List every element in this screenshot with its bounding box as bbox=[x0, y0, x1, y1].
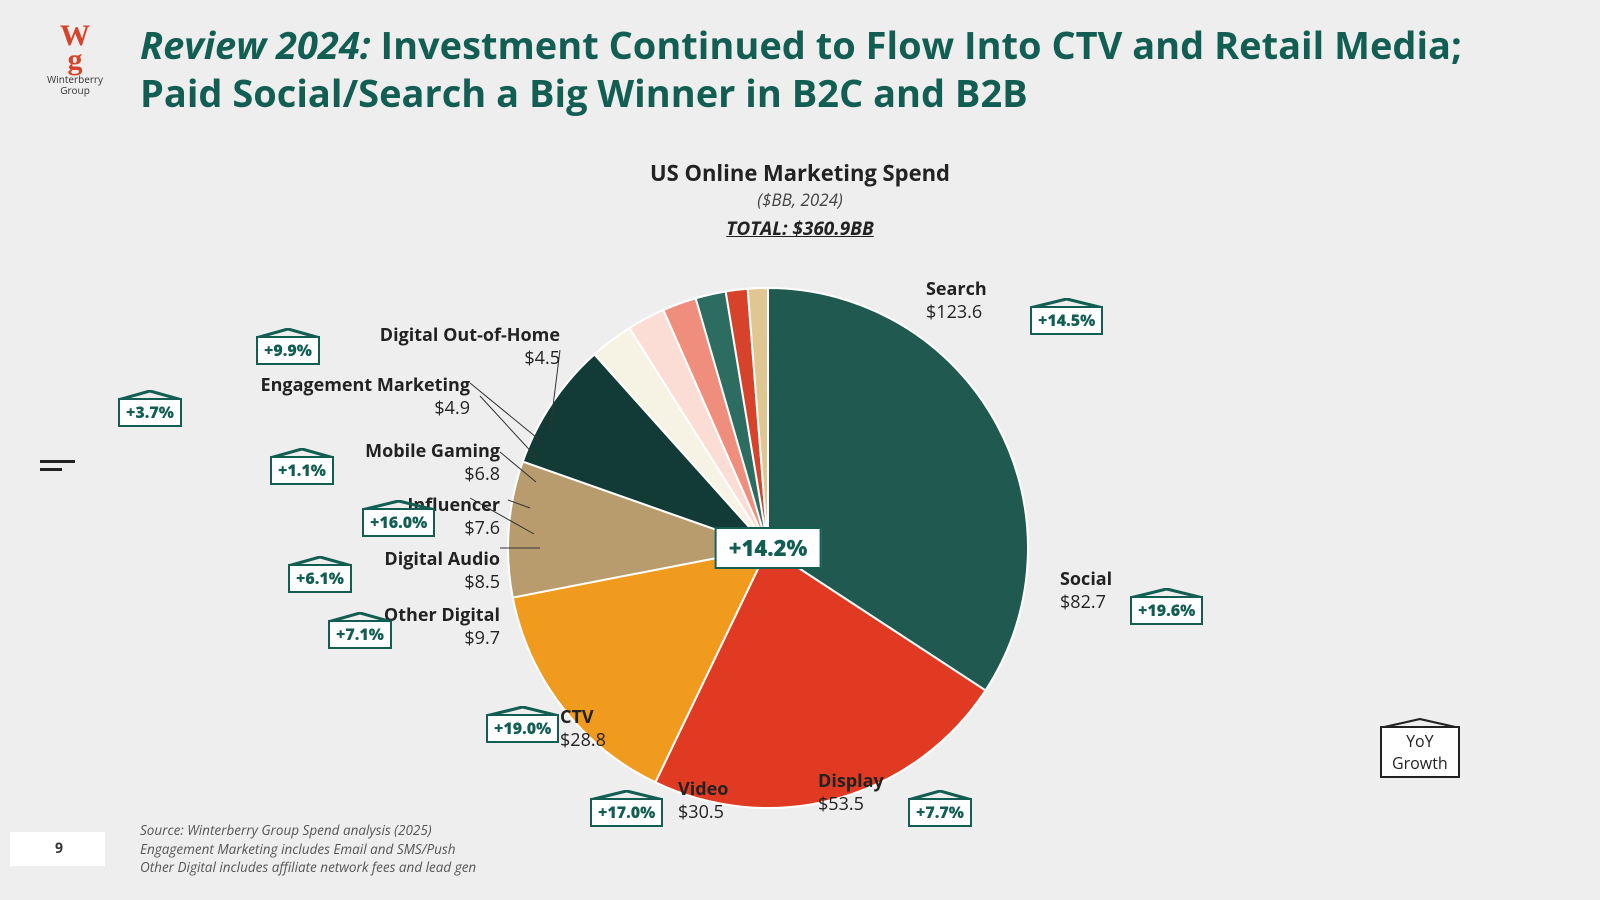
footnote-line: Other Digital includes affiliate network… bbox=[140, 858, 476, 876]
yoy-value: +9.9% bbox=[256, 336, 320, 365]
yoy-badge: +6.1% bbox=[288, 556, 352, 593]
leader-line bbox=[470, 498, 534, 534]
pie-svg bbox=[0, 0, 1600, 900]
logo: W g Winterberry Group bbox=[40, 24, 110, 96]
yoy-value: +7.7% bbox=[908, 798, 972, 827]
slide: W g Winterberry Group Review 2024: Inves… bbox=[0, 0, 1600, 900]
page-number: 9 bbox=[55, 839, 63, 858]
yoy-value: +7.1% bbox=[328, 620, 392, 649]
yoy-badge: +14.5% bbox=[1030, 298, 1103, 335]
pie-slice bbox=[508, 462, 768, 598]
yoy-badge: +17.0% bbox=[590, 790, 663, 827]
slice-label: Mobile Gaming$6.8 bbox=[365, 440, 500, 485]
slice-label: Engagement Marketing$4.9 bbox=[260, 374, 470, 419]
pie-slice bbox=[523, 354, 768, 548]
slice-label: Influencer$7.6 bbox=[407, 494, 500, 539]
footnote-line: Source: Winterberry Group Spend analysis… bbox=[140, 821, 476, 839]
slide-title: Review 2024: Investment Continued to Flo… bbox=[140, 22, 1540, 117]
center-growth-badge: +14.2% bbox=[715, 527, 822, 569]
slice-value: $123.6 bbox=[926, 301, 987, 324]
footnote-line: Engagement Marketing includes Email and … bbox=[140, 840, 476, 858]
pie-slice bbox=[594, 328, 768, 548]
slice-name: Digital Out-of-Home bbox=[380, 324, 560, 347]
pie-slice bbox=[768, 288, 1028, 690]
chart-title: US Online Marketing Spend bbox=[0, 158, 1600, 188]
yoy-badge: +9.9% bbox=[256, 328, 320, 365]
slice-label: Video$30.5 bbox=[678, 778, 728, 823]
leader-line bbox=[480, 396, 537, 458]
pie-slice bbox=[726, 289, 768, 548]
slice-name: Digital Audio bbox=[384, 548, 500, 571]
yoy-badge: +19.6% bbox=[1130, 588, 1203, 625]
chart-subtitle: ($BB, 2024) bbox=[0, 188, 1600, 211]
yoy-legend-label: YoYGrowth bbox=[1380, 726, 1460, 778]
yoy-badge: +7.1% bbox=[328, 612, 392, 649]
slice-name: Social bbox=[1060, 568, 1112, 591]
slice-name: Search bbox=[926, 278, 987, 301]
footnotes: Source: Winterberry Group Spend analysis… bbox=[140, 821, 476, 876]
slice-name: Engagement Marketing bbox=[260, 374, 470, 397]
slice-value: $4.5 bbox=[380, 347, 560, 370]
yoy-badge: +3.7% bbox=[118, 390, 182, 427]
yoy-legend: YoYGrowth bbox=[1380, 718, 1460, 778]
slice-label: CTV$28.8 bbox=[560, 706, 606, 751]
yoy-value: +16.0% bbox=[362, 508, 435, 537]
side-marks-icon bbox=[40, 460, 80, 474]
yoy-value: +14.5% bbox=[1030, 306, 1103, 335]
slice-value: $53.5 bbox=[818, 793, 884, 816]
slice-name: Video bbox=[678, 778, 728, 801]
slice-name: Other Digital bbox=[384, 604, 500, 627]
leader-line bbox=[500, 452, 536, 482]
slice-value: $6.8 bbox=[365, 463, 500, 486]
slice-value: $4.9 bbox=[260, 397, 470, 420]
chart-header: US Online Marketing Spend ($BB, 2024) TO… bbox=[0, 158, 1600, 241]
yoy-value: +17.0% bbox=[590, 798, 663, 827]
pie-slice bbox=[748, 288, 768, 548]
pie-slice bbox=[655, 548, 985, 808]
yoy-value: +3.7% bbox=[118, 398, 182, 427]
slice-label: Digital Audio$8.5 bbox=[384, 548, 500, 593]
slice-value: $82.7 bbox=[1060, 591, 1112, 614]
slice-name: Display bbox=[818, 770, 884, 793]
chart-total: TOTAL: $360.9BB bbox=[0, 215, 1600, 241]
slice-name: CTV bbox=[560, 706, 606, 729]
slice-label: Social$82.7 bbox=[1060, 568, 1112, 613]
yoy-badge: +1.1% bbox=[270, 448, 334, 485]
title-prefix: Review 2024: bbox=[140, 19, 371, 71]
pie-slice bbox=[513, 548, 768, 782]
pie-chart: Search$123.6 +14.5% Social$82.7 +19.6% Displ… bbox=[0, 0, 1600, 900]
yoy-value: +19.6% bbox=[1130, 596, 1203, 625]
slice-value: $8.5 bbox=[384, 571, 500, 594]
leader-line bbox=[508, 500, 530, 508]
slice-value: $9.7 bbox=[384, 627, 500, 650]
logo-text: Winterberry Group bbox=[40, 74, 110, 96]
yoy-value: +19.0% bbox=[486, 714, 559, 743]
leader-line bbox=[470, 383, 542, 442]
slice-value: $30.5 bbox=[678, 801, 728, 824]
slice-value: $7.6 bbox=[407, 517, 500, 540]
slice-name: Mobile Gaming bbox=[365, 440, 500, 463]
pie-slice bbox=[696, 291, 768, 548]
slice-value: $28.8 bbox=[560, 729, 606, 752]
slice-label: Display$53.5 bbox=[818, 770, 884, 815]
pie-slice bbox=[663, 298, 768, 548]
yoy-value: +1.1% bbox=[270, 456, 334, 485]
logo-mark: W g bbox=[40, 24, 110, 72]
slice-label: Digital Out-of-Home$4.5 bbox=[380, 324, 560, 369]
slice-name: Influencer bbox=[407, 494, 500, 517]
leader-line bbox=[550, 350, 560, 430]
yoy-badge: +19.0% bbox=[486, 706, 559, 743]
pie-slice bbox=[629, 310, 768, 548]
yoy-badge: +16.0% bbox=[362, 500, 435, 537]
yoy-value: +6.1% bbox=[288, 564, 352, 593]
slice-label: Other Digital$9.7 bbox=[384, 604, 500, 649]
slice-label: Search$123.6 bbox=[926, 278, 987, 323]
yoy-badge: +7.7% bbox=[908, 790, 972, 827]
